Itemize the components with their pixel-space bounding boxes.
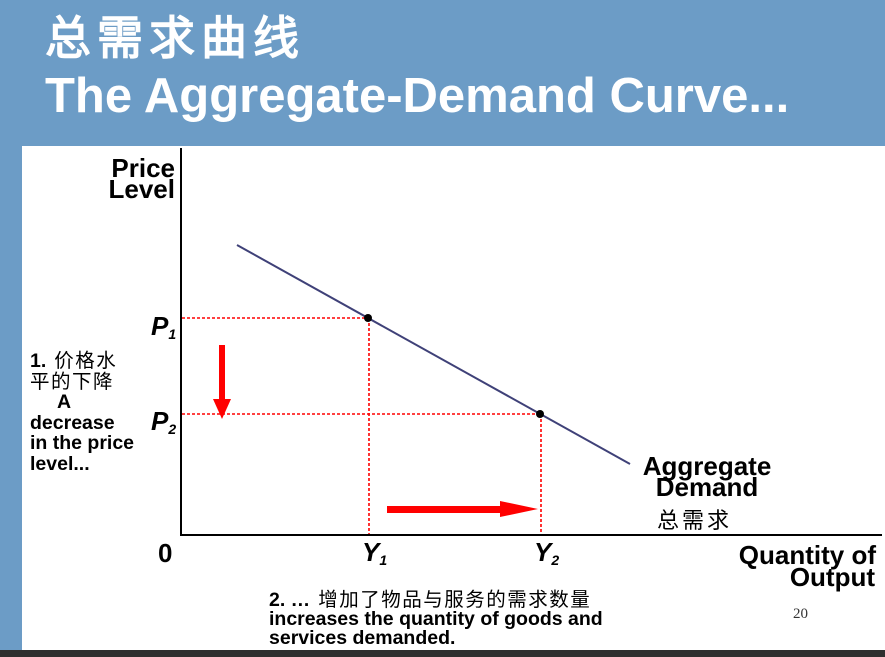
quantity-label-y2-subscript: 2 [550,552,559,568]
header-band [0,0,885,146]
x-axis-label-line-2: Output [790,562,876,592]
quantity-label-y2-symbol: Y [534,537,554,567]
y-axis-label-line-1: Price [111,153,175,183]
price-decrease-arrow-head [213,399,231,419]
annotation-1-text-line-5: in the price [30,432,135,455]
quantity-increase-arrow-shaft [387,506,503,513]
y-axis-label-line-2: Level [109,174,176,204]
price-label-p2-symbol: P [151,406,169,436]
origin-label: 0 [158,538,172,568]
aggregate-demand-curve [236,244,631,465]
slide-title-english: The Aggregate-Demand Curve... [45,69,790,123]
price-label-p1-subscript: 1 [168,326,176,342]
curve-label-line-1: Aggregate [643,451,772,481]
point-p1-y1 [364,314,372,322]
left-accent-strip [0,146,22,650]
slide-title-chinese: 总需求曲线 [45,11,305,65]
price-label-p2-subscript: 2 [167,421,176,437]
annotation-2-text-line-2: increases the quantity of goods and [269,608,603,630]
annotation-1-text-line-4: decrease [30,411,115,434]
annotation-2-number: 2. … [269,589,311,611]
annotation-1-text-line-6: level... [30,452,90,475]
footer-bar [0,650,885,657]
quantity-label-y1: Y1 [362,537,387,568]
annotation-1-line-1: 1. 价格水 [30,349,134,372]
annotation-1-text-line-2: 平的下降 [30,369,115,393]
price-decrease-annotation: 1. 价格水 平的下降 A decrease in the price level… [30,349,135,475]
annotation-1-text-line-3: A [57,391,72,414]
price-label-p1: P1 [151,311,176,342]
price-decrease-arrow-shaft [219,345,225,401]
price-label-p1-symbol: P [151,311,169,341]
annotation-1-number: 1. [30,350,47,372]
annotation-2-line-1: 2. … 增加了物品与服务的需求数量 [269,590,603,610]
quantity-label-y2: Y2 [534,537,559,568]
quantity-increase-annotation: 2. … 增加了物品与服务的需求数量 increases the quantity… [269,590,603,648]
page-number: 20 [793,606,808,622]
curve-label-chinese: 总需求 [657,509,732,534]
curve-label-line-2: Demand [656,472,759,502]
x-axis-label-line-1: Quantity of [739,540,877,570]
point-p2-y2 [536,410,544,418]
price-decrease-arrow [213,345,231,419]
quantity-increase-arrow-head [500,501,538,517]
quantity-label-y1-symbol: Y [362,537,382,567]
annotation-1-text-line-1: 价格水 [54,349,118,372]
quantity-label-y1-subscript: 1 [379,552,387,568]
price-label-p2: P2 [151,406,176,437]
annotation-2-text-line-3: services demanded. [269,627,456,649]
quantity-increase-arrow [387,501,538,517]
annotation-2-text-line-1: 增加了物品与服务的需求数量 [318,588,592,611]
